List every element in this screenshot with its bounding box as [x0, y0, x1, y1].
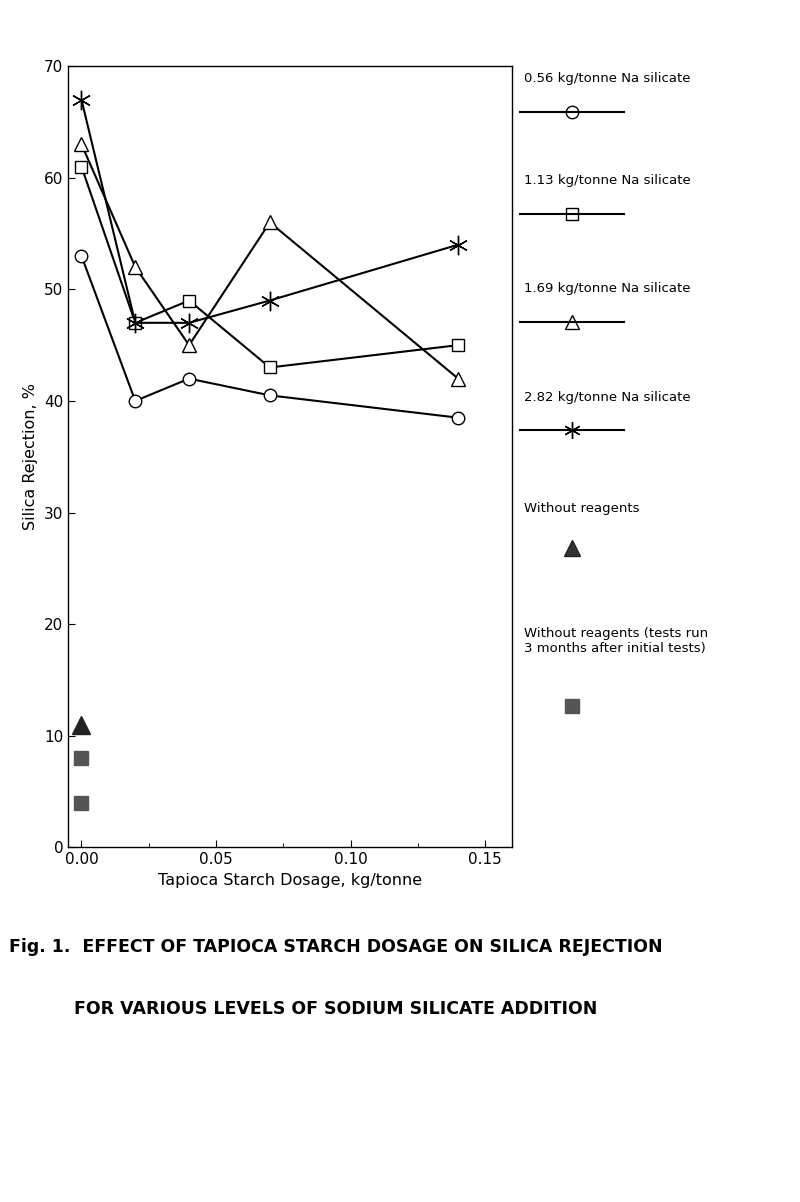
Text: FOR VARIOUS LEVELS OF SODIUM SILICATE ADDITION: FOR VARIOUS LEVELS OF SODIUM SILICATE AD… — [74, 1000, 598, 1018]
Text: 0.56 kg/tonne Na silicate: 0.56 kg/tonne Na silicate — [524, 72, 690, 85]
Y-axis label: Silica Rejection, %: Silica Rejection, % — [23, 383, 38, 530]
Text: Without reagents (tests run
3 months after initial tests): Without reagents (tests run 3 months aft… — [524, 627, 708, 655]
X-axis label: Tapioca Starch Dosage, kg/tonne: Tapioca Starch Dosage, kg/tonne — [158, 873, 422, 888]
Text: 2.82 kg/tonne Na silicate: 2.82 kg/tonne Na silicate — [524, 391, 690, 404]
Text: Without reagents: Without reagents — [524, 502, 639, 516]
Text: Fig. 1.  EFFECT OF TAPIOCA STARCH DOSAGE ON SILICA REJECTION: Fig. 1. EFFECT OF TAPIOCA STARCH DOSAGE … — [9, 938, 663, 956]
Text: 1.13 kg/tonne Na silicate: 1.13 kg/tonne Na silicate — [524, 174, 690, 188]
Text: 1.69 kg/tonne Na silicate: 1.69 kg/tonne Na silicate — [524, 282, 690, 296]
